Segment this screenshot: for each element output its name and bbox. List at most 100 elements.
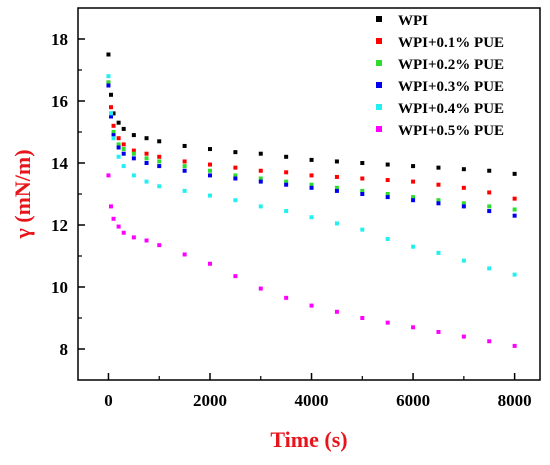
data-point <box>144 238 149 243</box>
data-point <box>258 151 263 156</box>
data-point <box>157 243 162 248</box>
legend-marker <box>376 38 382 44</box>
data-point <box>111 111 116 116</box>
data-point <box>487 209 492 214</box>
y-tick-label: 12 <box>51 216 68 235</box>
data-point <box>144 136 149 141</box>
data-point <box>436 329 441 334</box>
data-point <box>512 196 517 201</box>
data-point <box>461 258 466 263</box>
data-point <box>487 204 492 209</box>
legend-marker <box>376 104 382 110</box>
data-point <box>436 198 441 203</box>
data-point <box>208 147 212 152</box>
data-point <box>109 204 113 209</box>
data-point <box>233 198 238 203</box>
data-point <box>487 168 492 173</box>
data-point <box>461 167 466 172</box>
data-point <box>182 188 187 193</box>
series-1 <box>106 80 517 201</box>
data-point <box>106 173 111 178</box>
data-point <box>309 215 314 220</box>
data-point <box>157 154 162 159</box>
data-point <box>111 216 116 221</box>
data-point <box>334 188 339 193</box>
data-point <box>360 161 365 165</box>
data-point <box>106 52 111 57</box>
data-point <box>157 139 162 144</box>
y-tick-label: 10 <box>51 278 68 297</box>
data-point <box>309 303 314 308</box>
data-point <box>461 185 466 190</box>
data-point <box>487 190 492 195</box>
data-point <box>131 235 136 240</box>
data-point <box>121 230 126 235</box>
data-point <box>436 165 441 170</box>
series-3 <box>106 83 517 218</box>
data-point <box>157 184 162 189</box>
data-point <box>461 204 466 209</box>
data-point <box>109 114 113 119</box>
data-point <box>208 168 212 173</box>
data-point <box>109 92 113 97</box>
x-tick-label: 0 <box>104 391 113 410</box>
data-point <box>334 174 339 179</box>
data-point <box>334 185 339 190</box>
data-point <box>385 236 390 241</box>
x-axis-title: Time (s) <box>270 427 347 452</box>
data-point <box>208 261 212 266</box>
data-point <box>436 250 441 255</box>
legend-label: WPI+0.5% PUE <box>398 123 504 139</box>
legend-marker <box>376 126 382 132</box>
y-tick-label: 14 <box>51 154 69 173</box>
data-point <box>512 343 517 348</box>
data-point <box>144 179 149 184</box>
data-point <box>106 80 111 85</box>
data-point <box>411 325 416 330</box>
data-point <box>334 309 339 314</box>
data-point <box>284 179 289 184</box>
series-4 <box>106 74 517 277</box>
y-axis-title: γ (mN/m) <box>10 149 35 239</box>
data-point <box>487 339 492 344</box>
data-point <box>360 192 365 196</box>
data-point <box>233 165 238 170</box>
data-point <box>109 105 113 110</box>
data-point <box>309 157 314 162</box>
data-point <box>208 193 212 198</box>
data-point <box>411 198 416 203</box>
data-point <box>121 147 126 152</box>
data-point <box>208 162 212 167</box>
data-point <box>116 145 121 150</box>
y-tick-label: 18 <box>51 30 68 49</box>
legend-label: WPI+0.1% PUE <box>398 35 504 51</box>
legend-marker <box>376 16 382 22</box>
data-point <box>436 182 441 187</box>
data-point <box>111 136 116 141</box>
data-point <box>111 123 116 128</box>
legend-label: WPI <box>398 13 428 29</box>
x-tick-label: 2000 <box>193 391 227 410</box>
data-point <box>233 176 238 181</box>
data-point <box>512 171 517 176</box>
data-point <box>411 179 416 184</box>
data-point <box>131 151 136 156</box>
data-point <box>411 244 416 249</box>
data-point <box>121 164 126 169</box>
data-point <box>284 170 289 175</box>
data-point <box>284 209 289 214</box>
data-point <box>334 221 339 226</box>
data-point <box>284 154 289 159</box>
data-point <box>411 195 416 200</box>
tick-layer: 0 2000 4000 6000 8000 8 10 12 14 16 18 <box>51 30 532 410</box>
data-point <box>233 274 238 279</box>
data-point <box>116 154 121 159</box>
data-point <box>360 316 365 320</box>
data-point <box>182 164 187 169</box>
data-point <box>131 156 136 161</box>
data-point <box>144 161 149 165</box>
legend-label: WPI+0.4% PUE <box>398 101 504 117</box>
data-point <box>360 188 365 193</box>
data-point <box>131 133 136 138</box>
